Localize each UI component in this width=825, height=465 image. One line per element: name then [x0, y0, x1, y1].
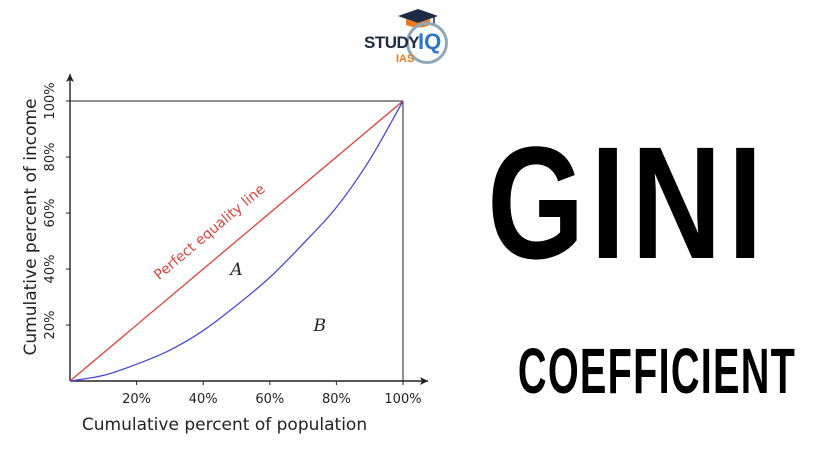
x-tick-label: 40% — [189, 392, 218, 407]
logo-ring — [406, 22, 448, 64]
axis-ticks: 20% 20% 40% 40% 60% 60% 80% 80% 100% 100% — [43, 82, 422, 407]
y-tick-label: 100% — [43, 82, 58, 119]
x-axis-title: Cumulative percent of population — [82, 415, 367, 435]
perfect-equality-line-label: Perfect equality line — [151, 181, 268, 283]
chart-series — [69, 100, 404, 382]
study-iq-logo: STUDY IQ IAS — [360, 2, 460, 74]
lorenz-curve — [69, 100, 404, 382]
y-tick-label: 60% — [43, 199, 58, 228]
y-tick-label: 40% — [43, 255, 58, 284]
logo-study-text: STUDY — [364, 33, 420, 52]
y-axis-title: Cumulative percent of income — [21, 98, 41, 355]
axes — [66, 74, 428, 385]
y-tick-label: 20% — [43, 311, 58, 340]
y-tick-label: 80% — [43, 143, 58, 172]
headline-subtitle: COEFFICIENT — [517, 335, 797, 407]
region-b-label: B — [313, 316, 327, 336]
region-a-label: A — [228, 260, 242, 280]
y-axis-arrow-icon — [66, 74, 74, 82]
lorenz-curve-chart: 20% 20% 40% 40% 60% 60% 80% 80% 100% 100% Cumulat… — [21, 74, 428, 435]
logo-iq-text: IQ — [418, 29, 442, 54]
x-tick-label: 60% — [255, 392, 284, 407]
x-tick-label: 100% — [384, 392, 421, 407]
x-axis-arrow-icon — [420, 377, 428, 385]
logo-ias-text: IAS — [396, 53, 415, 65]
x-tick-label: 80% — [322, 392, 351, 407]
perfect-equality-line — [69, 100, 404, 382]
x-tick-label: 20% — [122, 392, 151, 407]
headline-title: GINI — [487, 113, 769, 292]
